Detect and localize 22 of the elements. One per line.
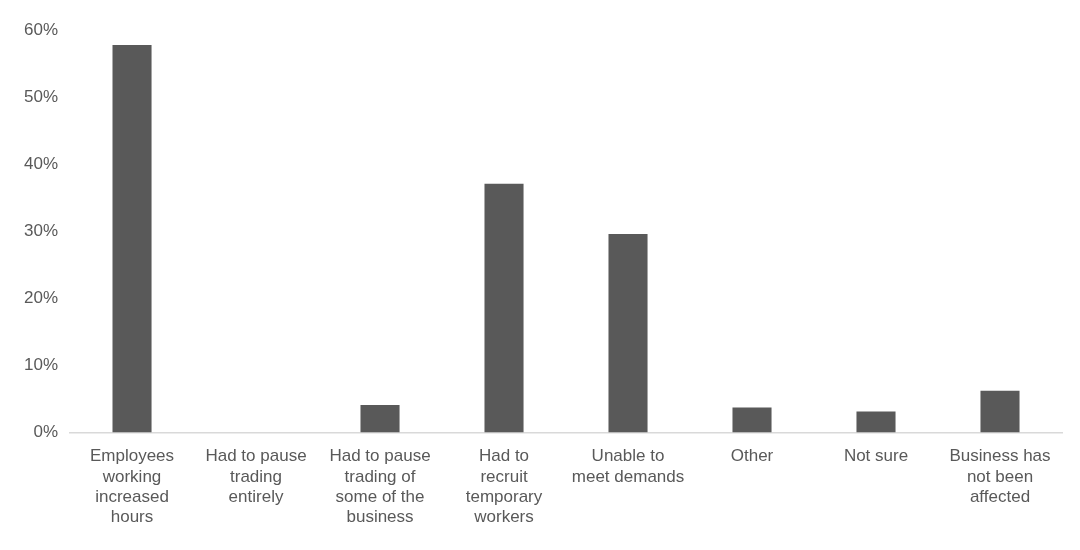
x-tick-label: Business has not been affected	[949, 446, 1051, 507]
y-tick-label: 20%	[23, 288, 59, 308]
bar	[112, 44, 152, 433]
y-tick-label: 60%	[23, 19, 59, 39]
bar	[484, 183, 524, 433]
x-tick-label: Unable to meet demands	[571, 446, 685, 486]
bar	[856, 411, 896, 433]
bar	[608, 233, 648, 433]
y-tick-label: 40%	[23, 153, 59, 173]
x-tick-label: Had to pause trading entirely	[205, 446, 307, 507]
x-tick-label: Other	[730, 446, 774, 466]
x-tick-label: Employees working increased hours	[89, 446, 175, 527]
x-tick-label: Had to pause trading of some of the business	[329, 446, 431, 527]
x-tick-label: Had to recruit temporary workers	[465, 446, 543, 527]
bar	[980, 390, 1020, 433]
x-tick-label: Not sure	[843, 446, 909, 466]
bar	[360, 404, 400, 433]
y-tick-label: 50%	[23, 86, 59, 106]
y-tick-label: 10%	[23, 355, 59, 375]
y-tick-label: 0%	[33, 422, 59, 442]
bar	[732, 407, 772, 433]
y-tick-label: 30%	[23, 220, 59, 240]
